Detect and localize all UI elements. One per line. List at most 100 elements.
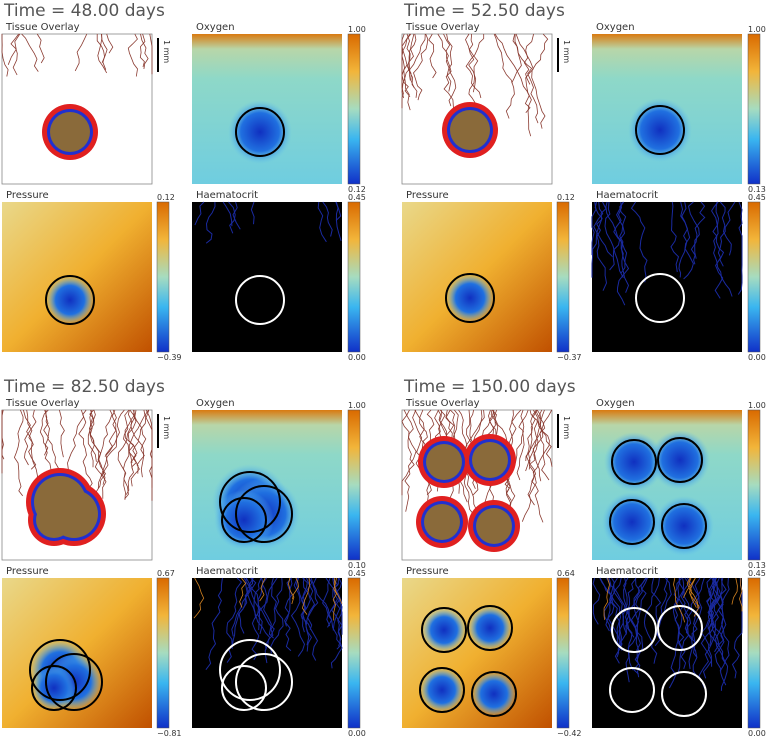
vessel	[94, 409, 113, 499]
tissue-image	[401, 409, 553, 561]
colorbar-max: 0.45	[348, 193, 366, 202]
vessel	[243, 577, 260, 631]
vessel	[673, 577, 685, 623]
vessel	[428, 33, 437, 79]
colorbar-max: 0.12	[557, 193, 575, 202]
colorbar-max: 0.45	[748, 193, 766, 202]
haematocrit-bg	[592, 202, 742, 352]
tumour-outline	[471, 671, 517, 717]
vessel	[24, 409, 37, 466]
pressure-image	[2, 578, 152, 728]
hypoxic-region	[628, 98, 692, 162]
vessel	[327, 578, 339, 628]
vessel	[711, 201, 725, 267]
panel-title: Time = 150.00 days	[403, 377, 576, 397]
vessel	[253, 577, 271, 650]
colorbar-min: 0.10	[348, 561, 366, 570]
vessel	[333, 577, 343, 605]
haematocrit-image	[192, 201, 342, 352]
vessel	[613, 201, 628, 274]
tissue-image	[1, 33, 153, 185]
vessel	[7, 33, 21, 65]
vessel	[465, 33, 477, 93]
vessel	[194, 201, 205, 226]
vessel	[686, 577, 699, 609]
tumour-core	[424, 504, 460, 540]
haematocrit-image	[192, 577, 343, 728]
vessel	[605, 577, 613, 632]
oxygen-image	[592, 34, 742, 184]
colorbar-min: −0.39	[157, 353, 182, 362]
colorbar-max: 1.00	[748, 25, 766, 34]
tumour-core	[472, 442, 508, 478]
vessel	[592, 577, 601, 625]
panel-title: Time = 48.00 days	[3, 1, 165, 21]
pressure-low	[446, 274, 494, 322]
vessel	[205, 577, 223, 670]
vessel	[677, 577, 698, 658]
colorbar-max: 1.00	[348, 401, 366, 410]
vessel	[658, 577, 672, 628]
vessel	[106, 33, 114, 54]
colorbar-min: 0.13	[748, 185, 766, 194]
panel-label: Pressure	[6, 566, 49, 577]
panel-label: Haematocrit	[596, 566, 658, 577]
vessel	[193, 577, 205, 619]
vessel	[288, 577, 295, 605]
pressure-low	[468, 606, 512, 650]
vessel	[513, 409, 529, 470]
vessel	[402, 33, 412, 111]
tumour-outline	[235, 275, 285, 325]
vessel	[140, 33, 149, 70]
vessel	[535, 409, 550, 481]
vessel	[494, 33, 531, 114]
tissue-image	[1, 409, 153, 561]
vessel	[231, 577, 257, 637]
colorbar-max: 1.00	[348, 25, 366, 34]
scale-label: 1 mm	[162, 416, 171, 439]
vessel	[401, 409, 417, 512]
vessel	[406, 33, 415, 89]
vessel	[616, 201, 630, 306]
oxygen-image	[592, 410, 742, 560]
colorbar-min: 0.00	[748, 353, 766, 362]
tumour-core	[36, 502, 72, 538]
hypoxic-region	[228, 100, 292, 164]
vessel	[101, 33, 108, 63]
vessel	[322, 577, 331, 627]
colorbar-min: 0.00	[348, 353, 366, 362]
colorbar	[347, 33, 361, 185]
vessel	[290, 577, 306, 657]
oxygen-image	[192, 410, 342, 560]
vessel	[688, 577, 697, 608]
vessel	[609, 201, 626, 271]
tissue-image	[401, 33, 553, 185]
vessel	[101, 409, 125, 477]
pressure-low	[420, 668, 464, 712]
vessel	[401, 33, 405, 109]
vessel	[245, 577, 263, 635]
tumour-outline	[221, 665, 267, 711]
vessel	[239, 577, 247, 608]
tumour-outline	[45, 653, 103, 711]
vessel	[596, 201, 608, 291]
vessel	[127, 409, 137, 463]
panel-label: Haematocrit	[196, 566, 258, 577]
vessel	[713, 201, 733, 297]
vessel	[493, 33, 515, 119]
panel-label: Tissue Overlay	[405, 398, 480, 409]
tumour-outline	[661, 671, 707, 717]
colorbar	[747, 577, 761, 729]
vessel	[59, 409, 65, 458]
vessel	[446, 33, 453, 92]
tumour-outline	[445, 273, 495, 323]
colorbar-max: 0.12	[157, 193, 175, 202]
vessel	[630, 201, 648, 283]
colorbar-min: 0.00	[348, 729, 366, 738]
colorbar-max: 0.45	[748, 569, 766, 578]
vessel	[222, 201, 233, 227]
oxygen-image	[192, 34, 342, 184]
vessel	[122, 409, 130, 500]
